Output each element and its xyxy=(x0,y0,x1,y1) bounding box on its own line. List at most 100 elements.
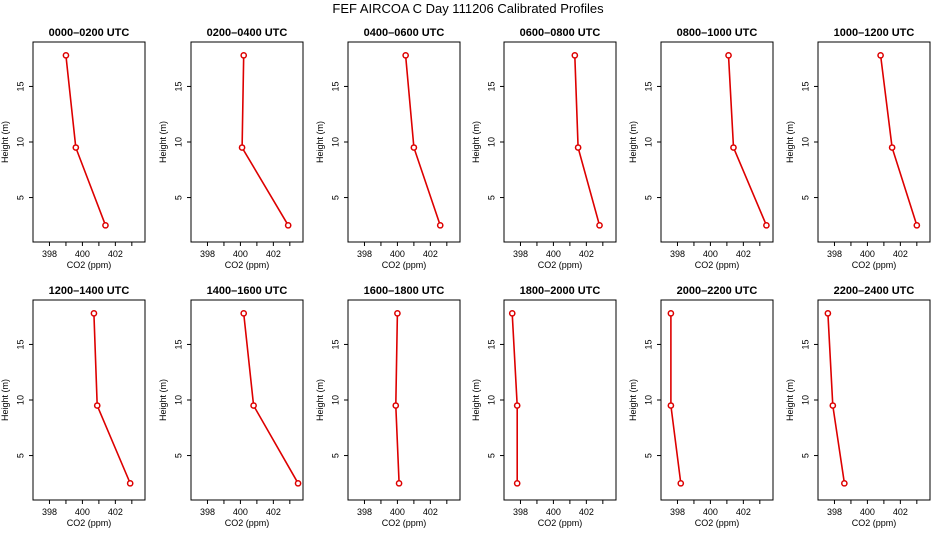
y-axis-label: Height (m) xyxy=(0,121,10,163)
profile-line xyxy=(404,55,441,226)
y-tick-label: 10 xyxy=(330,395,340,405)
panel-title: 1600–1800 UTC xyxy=(364,285,445,297)
y-tick-label: 10 xyxy=(173,395,183,405)
data-point xyxy=(571,51,579,59)
y-tick-label: 5 xyxy=(330,453,340,458)
panel-title: 1400–1600 UTC xyxy=(207,285,288,297)
y-axis-label: Height (m) xyxy=(0,379,10,421)
y-tick-label: 10 xyxy=(15,137,25,147)
data-point xyxy=(574,144,582,151)
x-tick-label: 402 xyxy=(736,249,751,259)
x-tick-label: 400 xyxy=(860,249,875,259)
x-tick-label: 402 xyxy=(423,249,438,259)
panel-7: 1200–1400 UTC 398 400 402 5 10 15 CO2 (ppm) Heig… xyxy=(0,285,146,528)
x-tick-label: 400 xyxy=(390,507,405,517)
x-tick-label: 398 xyxy=(670,249,685,259)
y-tick-label: 10 xyxy=(15,395,25,405)
x-tick-label: 402 xyxy=(579,249,594,259)
plot-frame xyxy=(190,299,304,501)
profile-line xyxy=(670,313,682,484)
x-tick-label: 398 xyxy=(670,507,685,517)
panel-title: 2200–2400 UTC xyxy=(834,285,915,297)
data-point xyxy=(126,479,134,487)
x-tick-label: 400 xyxy=(390,249,405,259)
profile-line xyxy=(727,55,768,226)
data-point xyxy=(888,144,896,151)
page-title: FEF AIRCOA C Day 111206 Calibrated Profi… xyxy=(332,1,604,16)
data-point xyxy=(93,402,101,409)
x-tick-label: 402 xyxy=(736,507,751,517)
y-tick-label: 5 xyxy=(330,195,340,200)
profile-line xyxy=(65,55,107,226)
panel-title: 0400–0600 UTC xyxy=(364,27,445,39)
y-tick-label: 15 xyxy=(173,81,183,91)
y-tick-label: 15 xyxy=(330,339,340,349)
x-tick-label: 398 xyxy=(827,507,842,517)
y-axis-label: Height (m) xyxy=(471,379,481,421)
y-axis-label: Height (m) xyxy=(471,121,481,163)
x-axis-label: CO2 (ppm) xyxy=(67,518,112,528)
profile-line xyxy=(241,55,289,226)
y-tick-label: 5 xyxy=(486,453,496,458)
y-tick-label: 10 xyxy=(173,137,183,147)
y-tick-label: 15 xyxy=(643,81,653,91)
panel-11: 2000–2200 UTC 398 400 402 5 10 15 CO2 (ppm) Heig… xyxy=(628,285,774,528)
data-point xyxy=(513,479,521,487)
x-tick-label: 402 xyxy=(893,507,908,517)
data-point xyxy=(508,309,516,317)
data-point xyxy=(402,51,409,59)
panel-title: 0600–0800 UTC xyxy=(520,27,601,39)
data-point xyxy=(294,479,302,487)
data-point xyxy=(284,221,292,229)
x-tick-label: 400 xyxy=(233,249,248,259)
y-tick-label: 10 xyxy=(800,137,810,147)
data-point xyxy=(824,309,832,317)
y-tick-label: 10 xyxy=(643,395,653,405)
data-point xyxy=(392,402,400,409)
y-tick-label: 10 xyxy=(330,137,340,147)
panel-2: 0200–0400 UTC 398 400 402 5 10 15 CO2 (ppm) Heig… xyxy=(158,27,304,270)
data-point xyxy=(102,221,109,229)
y-axis-label: Height (m) xyxy=(315,121,325,163)
x-tick-label: 398 xyxy=(513,507,528,517)
data-point xyxy=(513,402,521,409)
x-axis-label: CO2 (ppm) xyxy=(538,518,583,528)
y-tick-label: 5 xyxy=(800,453,810,458)
x-tick-label: 402 xyxy=(266,249,281,259)
y-tick-label: 15 xyxy=(15,339,25,349)
x-tick-label: 398 xyxy=(357,507,372,517)
data-point xyxy=(240,309,248,317)
y-tick-label: 15 xyxy=(643,339,653,349)
x-tick-label: 400 xyxy=(75,507,90,517)
data-point xyxy=(913,221,921,229)
x-tick-label: 398 xyxy=(827,249,842,259)
panel-title: 1000–1200 UTC xyxy=(834,27,915,39)
data-point xyxy=(436,221,444,229)
panel-title: 0200–0400 UTC xyxy=(207,27,288,39)
x-tick-label: 402 xyxy=(108,249,123,259)
panel-5: 0800–1000 UTC 398 400 402 5 10 15 CO2 (ppm) Heig… xyxy=(628,27,774,270)
panel-10: 1800–2000 UTC 398 400 402 5 10 15 CO2 (ppm) Heig… xyxy=(471,285,617,528)
panel-6: 1000–1200 UTC 398 400 402 5 10 15 CO2 (ppm) Heig… xyxy=(785,27,931,270)
data-point xyxy=(763,221,770,229)
panel-8: 1400–1600 UTC 398 400 402 5 10 15 CO2 (ppm) Heig… xyxy=(158,285,304,528)
x-tick-label: 398 xyxy=(513,249,528,259)
x-axis-label: CO2 (ppm) xyxy=(225,260,270,270)
x-axis-label: CO2 (ppm) xyxy=(538,260,583,270)
panel-1: 0000–0200 UTC 398 400 402 5 10 15 CO2 (ppm) Heig… xyxy=(0,27,146,270)
x-axis-label: CO2 (ppm) xyxy=(67,260,112,270)
y-axis-label: Height (m) xyxy=(158,379,168,421)
x-tick-label: 400 xyxy=(860,507,875,517)
x-tick-label: 398 xyxy=(42,507,57,517)
x-axis-label: CO2 (ppm) xyxy=(695,260,740,270)
y-tick-label: 5 xyxy=(15,195,25,200)
x-tick-label: 398 xyxy=(200,249,215,259)
x-tick-label: 400 xyxy=(546,507,561,517)
y-tick-label: 15 xyxy=(800,81,810,91)
x-tick-label: 400 xyxy=(233,507,248,517)
profile-line xyxy=(879,55,918,226)
data-point xyxy=(62,51,70,59)
x-tick-label: 402 xyxy=(423,507,438,517)
data-point xyxy=(240,51,248,59)
